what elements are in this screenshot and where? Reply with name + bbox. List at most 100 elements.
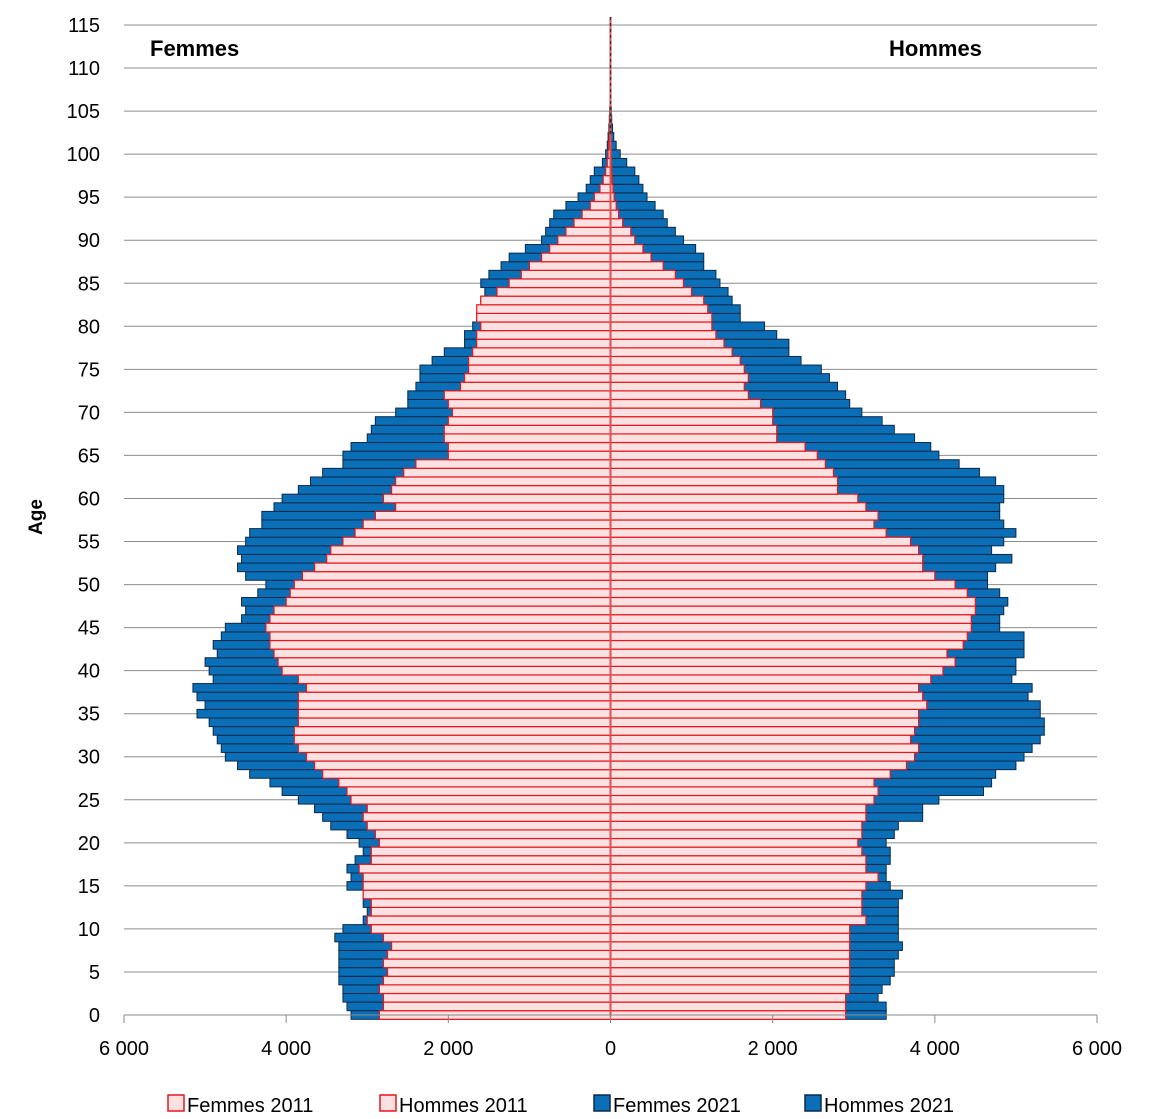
- bar-hommes-2011-age-4: [611, 976, 850, 985]
- bar-femmes-2011-age-85: [509, 279, 610, 288]
- legend-swatch: [168, 1095, 184, 1111]
- y-tick-label: 40: [78, 661, 100, 683]
- bar-hommes-2021-age-98: [611, 167, 635, 176]
- bar-femmes-2011-age-82: [477, 305, 611, 314]
- bar-hommes-2011-age-11: [611, 916, 866, 925]
- bar-femmes-2011-age-48: [286, 597, 610, 606]
- bar-femmes-2011-age-23: [363, 813, 610, 822]
- bar-hommes-2011-age-78: [611, 339, 725, 348]
- bar-hommes-2011-age-68: [611, 425, 777, 434]
- bar-femmes-2011-age-30: [306, 752, 610, 761]
- y-tick-label: 10: [78, 919, 100, 941]
- bar-hommes-2011-age-34: [611, 718, 919, 727]
- legend: Femmes 2011 Hommes 2011 Femmes 2021 Hommes …: [168, 1095, 954, 1117]
- bar-hommes-2011-age-47: [611, 606, 976, 615]
- bar-hommes-2011-age-69: [611, 417, 773, 426]
- bar-hommes-2011-age-88: [611, 253, 652, 262]
- x-tick-label: 4 000: [910, 1038, 960, 1060]
- bar-hommes-2011-age-21: [611, 830, 862, 839]
- legend-swatch: [805, 1095, 821, 1111]
- bar-hommes-2011-age-16: [611, 873, 879, 882]
- bar-femmes-2011-age-58: [375, 511, 610, 520]
- bar-hommes-2011-age-45: [611, 623, 972, 632]
- y-tick-label: 45: [78, 618, 100, 640]
- x-tick-label: 4 000: [261, 1038, 311, 1060]
- bar-hommes-2011-age-66: [611, 443, 806, 452]
- bar-hommes-2011-age-91: [611, 227, 631, 236]
- bar-femmes-2011-age-27: [339, 778, 611, 787]
- bar-femmes-2011-age-14: [363, 890, 610, 899]
- bar-femmes-2011-age-7: [388, 950, 611, 959]
- bar-femmes-2011-age-50: [294, 580, 610, 589]
- bar-femmes-2011-age-44: [270, 632, 611, 641]
- y-tick-label: 110: [68, 58, 100, 80]
- y-tick-label: 95: [78, 187, 100, 209]
- legend-label: Femmes 2011: [187, 1095, 313, 1117]
- bar-femmes-2011-age-83: [481, 296, 611, 305]
- bar-femmes-2011-age-28: [323, 770, 611, 779]
- y-tick-label: 65: [78, 445, 100, 467]
- bar-femmes-2011-age-88: [542, 253, 611, 262]
- bar-hommes-2011-age-23: [611, 813, 866, 822]
- bar-hommes-2011-age-70: [611, 408, 773, 417]
- bar-hommes-2011-age-38: [611, 684, 919, 693]
- y-tick-label: 60: [78, 488, 100, 510]
- x-tick-label: 2 000: [748, 1038, 798, 1060]
- bar-femmes-2011-age-9: [383, 933, 610, 942]
- bar-hommes-2011-age-19: [611, 847, 862, 856]
- bar-hommes-2011-age-44: [611, 632, 968, 641]
- bar-hommes-2011-age-22: [611, 821, 862, 830]
- x-tick-label: 6 000: [1072, 1038, 1122, 1060]
- bar-hommes-2011-age-35: [611, 709, 919, 718]
- bar-femmes-2011-age-73: [460, 382, 610, 391]
- bar-femmes-2011-age-41: [278, 658, 610, 667]
- bar-femmes-2011-age-6: [383, 959, 610, 968]
- bar-femmes-2011-age-49: [290, 589, 610, 598]
- bar-femmes-2011-age-20: [379, 839, 610, 848]
- bar-femmes-2011-age-59: [396, 503, 611, 512]
- bar-femmes-2011-age-38: [306, 684, 610, 693]
- y-axis-title: Age: [26, 499, 47, 535]
- bar-hommes-2011-age-75: [611, 365, 745, 374]
- bar-femmes-2011-age-18: [371, 856, 610, 865]
- bar-hommes-2021-age-96: [611, 184, 643, 193]
- bar-femmes-2011-age-43: [270, 641, 611, 650]
- bar-hommes-2011-age-58: [611, 511, 879, 520]
- bar-femmes-2011-age-97: [603, 176, 610, 185]
- bar-hommes-2011-age-55: [611, 537, 911, 546]
- y-tick-label: 75: [78, 359, 100, 381]
- bar-femmes-2011-age-96: [600, 184, 611, 193]
- bar-femmes-2011-age-25: [351, 795, 610, 804]
- bar-hommes-2011-age-56: [611, 529, 887, 538]
- bar-femmes-2011-age-40: [282, 666, 610, 675]
- y-tick-label: 15: [78, 876, 100, 898]
- bar-femmes-2011-age-39: [298, 675, 610, 684]
- bar-femmes-2011-age-91: [566, 227, 611, 236]
- bar-femmes-2011-age-69: [448, 417, 610, 426]
- bar-femmes-2011-age-17: [359, 864, 610, 873]
- bar-hommes-2011-age-41: [611, 658, 956, 667]
- legend-swatch: [594, 1095, 610, 1111]
- bar-femmes-2011-age-75: [469, 365, 611, 374]
- bar-hommes-2011-age-10: [611, 925, 850, 934]
- bar-hommes-2011-age-14: [611, 890, 862, 899]
- bar-hommes-2021-age-97: [611, 176, 639, 185]
- bar-hommes-2011-age-82: [611, 305, 708, 314]
- bar-hommes-2011-age-3: [611, 985, 850, 994]
- bar-hommes-2011-age-57: [611, 520, 875, 529]
- bar-hommes-2011-age-59: [611, 503, 866, 512]
- bar-hommes-2011-age-74: [611, 374, 749, 383]
- bar-hommes-2011-age-5: [611, 968, 850, 977]
- y-tick-label: 100: [67, 144, 100, 166]
- bar-femmes-2011-age-71: [448, 399, 610, 408]
- bar-femmes-2011-age-57: [363, 520, 610, 529]
- bar-hommes-2011-age-73: [611, 382, 745, 391]
- bar-femmes-2011-age-93: [582, 210, 610, 219]
- bar-femmes-2011-age-95: [594, 193, 610, 202]
- bar-femmes-2011-age-84: [497, 288, 611, 297]
- bar-femmes-2011-age-34: [298, 718, 610, 727]
- bar-femmes-2011-age-8: [392, 942, 611, 951]
- bar-hommes-2011-age-93: [611, 210, 619, 219]
- bar-hommes-2011-age-79: [611, 331, 716, 340]
